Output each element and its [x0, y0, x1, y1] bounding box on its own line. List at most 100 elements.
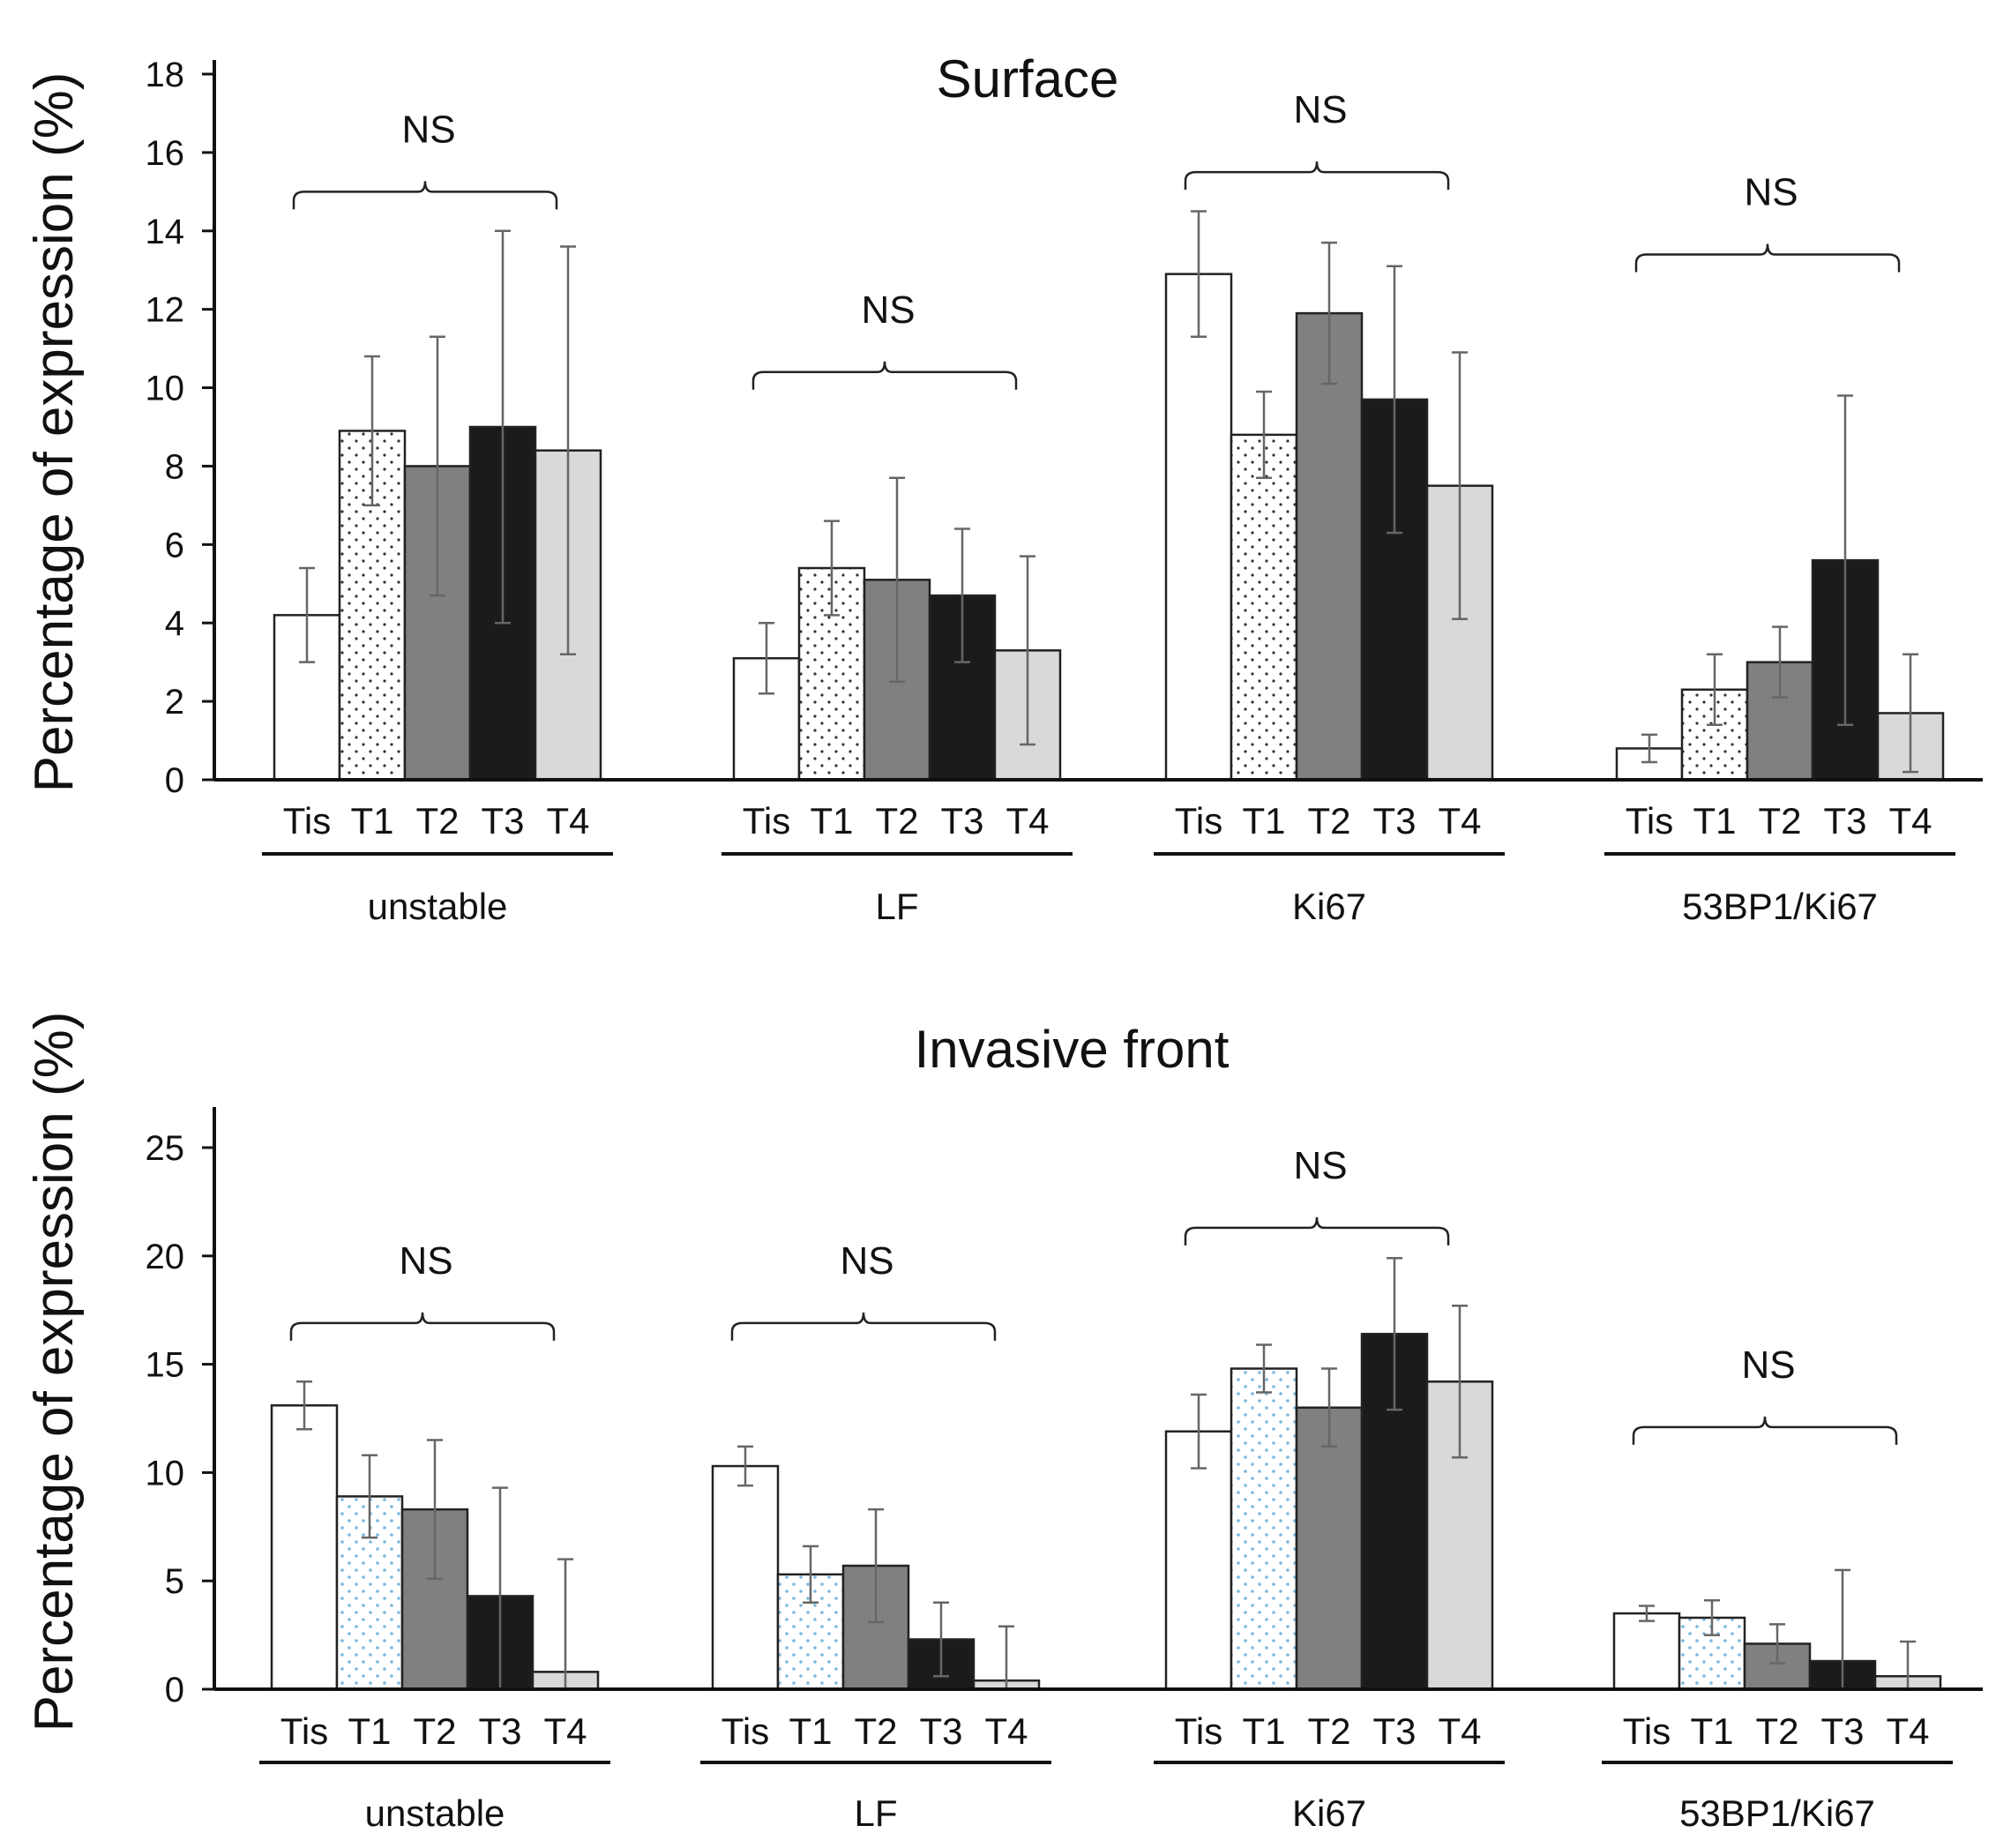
chart-surface: Percentage of expression (%) Surface 0 2 4…	[24, 49, 1983, 927]
series-label: T4	[1888, 800, 1932, 842]
y-tick-label: 8	[165, 447, 184, 486]
series-label: T1	[1693, 800, 1736, 842]
significance-label: NS	[1293, 88, 1347, 131]
significance-label: NS	[401, 108, 455, 151]
series-label: T2	[1758, 800, 1801, 842]
bars	[273, 273, 1945, 782]
significance-label: NS	[840, 1239, 893, 1283]
series-label: T2	[854, 1710, 897, 1752]
y-axis-label: Percentage of expression (%)	[24, 1012, 85, 1732]
significance-label: NS	[861, 288, 915, 332]
bar-ki67-t1	[1230, 433, 1298, 782]
series-label: Tis	[280, 1710, 328, 1752]
axes	[213, 60, 1983, 782]
group-label: unstable	[365, 1792, 505, 1834]
significance-bracket	[1632, 1416, 1898, 1445]
group-label: Ki67	[1292, 886, 1366, 927]
series-label: T1	[1242, 1710, 1285, 1752]
bar-unstable-t1	[335, 1495, 404, 1691]
series-label: T1	[1690, 1710, 1733, 1752]
series-label: Tis	[1175, 1710, 1222, 1752]
series-label: T2	[413, 1710, 456, 1752]
bar-ki67-t1	[1230, 1367, 1298, 1691]
category-labels: Tis T1 T2 T3 T4 unstable Tis T1 T2 T3 T4 LF Tis T1 T2 T…	[259, 1710, 1953, 1834]
y-tick-label: 4	[165, 604, 184, 643]
significance-brackets: NS NS NS NS	[292, 88, 1901, 390]
series-label: T2	[415, 800, 459, 842]
series-label: T2	[875, 800, 918, 842]
series-label: T3	[1372, 800, 1416, 842]
error-bars	[299, 210, 1918, 774]
bars	[270, 1332, 1942, 1691]
y-tick-label: 15	[146, 1346, 185, 1385]
series-label: T2	[1755, 1710, 1798, 1752]
series-label: T4	[1005, 800, 1049, 842]
chart-title: Surface	[937, 49, 1119, 108]
significance-label: NS	[1293, 1144, 1347, 1187]
bar-ki67-t2	[1295, 1406, 1364, 1691]
y-axis-ticks: 0 5 10 15 20 25	[146, 1129, 214, 1710]
y-tick-label: 2	[165, 683, 184, 722]
y-tick-label: 14	[146, 213, 185, 251]
series-label: T4	[1438, 1710, 1481, 1752]
series-label: T2	[1307, 800, 1350, 842]
bar-lf-tis	[711, 1464, 780, 1691]
significance-bracket	[751, 361, 1018, 390]
series-label: Tis	[1626, 800, 1673, 842]
significance-label: NS	[1744, 170, 1798, 213]
series-label: Tis	[743, 800, 790, 842]
y-tick-label: 0	[165, 1671, 184, 1710]
y-tick-label: 25	[146, 1129, 185, 1168]
y-tick-label: 18	[146, 56, 185, 94]
bar-ki67-tis	[1164, 1430, 1233, 1691]
bar-ki67-tis	[1164, 273, 1233, 782]
group-label: 53BP1/Ki67	[1682, 886, 1878, 927]
y-tick-label: 10	[146, 1454, 185, 1493]
significance-label: NS	[1741, 1343, 1795, 1387]
group-label: LF	[875, 886, 918, 927]
series-label: T2	[1307, 1710, 1350, 1752]
y-tick-label: 0	[165, 761, 184, 800]
series-label: T3	[1820, 1710, 1864, 1752]
group-label: LF	[854, 1792, 897, 1834]
y-axis-label: Percentage of expression (%)	[24, 72, 85, 793]
series-label: Tis	[1623, 1710, 1671, 1752]
y-tick-label: 6	[165, 526, 184, 565]
chart-title: Invasive front	[915, 1020, 1230, 1079]
y-tick-label: 20	[146, 1238, 185, 1276]
group-label: Ki67	[1292, 1792, 1366, 1834]
series-label: Tis	[721, 1710, 769, 1752]
significance-bracket	[1184, 1216, 1450, 1246]
series-label: T1	[350, 800, 393, 842]
series-label: T4	[546, 800, 589, 842]
group-label: 53BP1/Ki67	[1679, 1792, 1875, 1834]
category-labels: Tis T1 T2 T3 T4 unstable Tis T1 T2 T3 T4 LF Tis T1 T2 T…	[262, 800, 1955, 927]
y-tick-label: 16	[146, 134, 185, 173]
series-label: T4	[1886, 1710, 1929, 1752]
series-label: T3	[919, 1710, 962, 1752]
group-label: unstable	[368, 886, 508, 927]
y-tick-label: 10	[146, 370, 185, 408]
significance-label: NS	[399, 1239, 452, 1283]
series-label: T1	[789, 1710, 832, 1752]
series-label: T4	[543, 1710, 587, 1752]
series-label: T1	[1242, 800, 1285, 842]
significance-brackets: NS NS NS NS	[289, 1144, 1898, 1445]
series-label: T1	[810, 800, 853, 842]
error-bars	[296, 1257, 1916, 1691]
bar-unstable-tis	[270, 1404, 339, 1691]
series-label: T3	[478, 1710, 521, 1752]
series-label: T4	[1438, 800, 1481, 842]
y-axis-ticks: 0 2 4 6 8 10 12 14 16 18	[146, 56, 214, 800]
significance-bracket	[1184, 161, 1450, 191]
series-label: T3	[1823, 800, 1866, 842]
chart-invasive-front: Percentage of expression (%) Invasive fr…	[24, 1012, 1983, 1834]
axes	[213, 1107, 1983, 1691]
y-tick-label: 12	[146, 291, 185, 330]
series-label: Tis	[283, 800, 331, 842]
series-label: T1	[348, 1710, 391, 1752]
series-label: T4	[984, 1710, 1028, 1752]
significance-bracket	[1634, 243, 1901, 273]
significance-bracket	[289, 1312, 556, 1341]
